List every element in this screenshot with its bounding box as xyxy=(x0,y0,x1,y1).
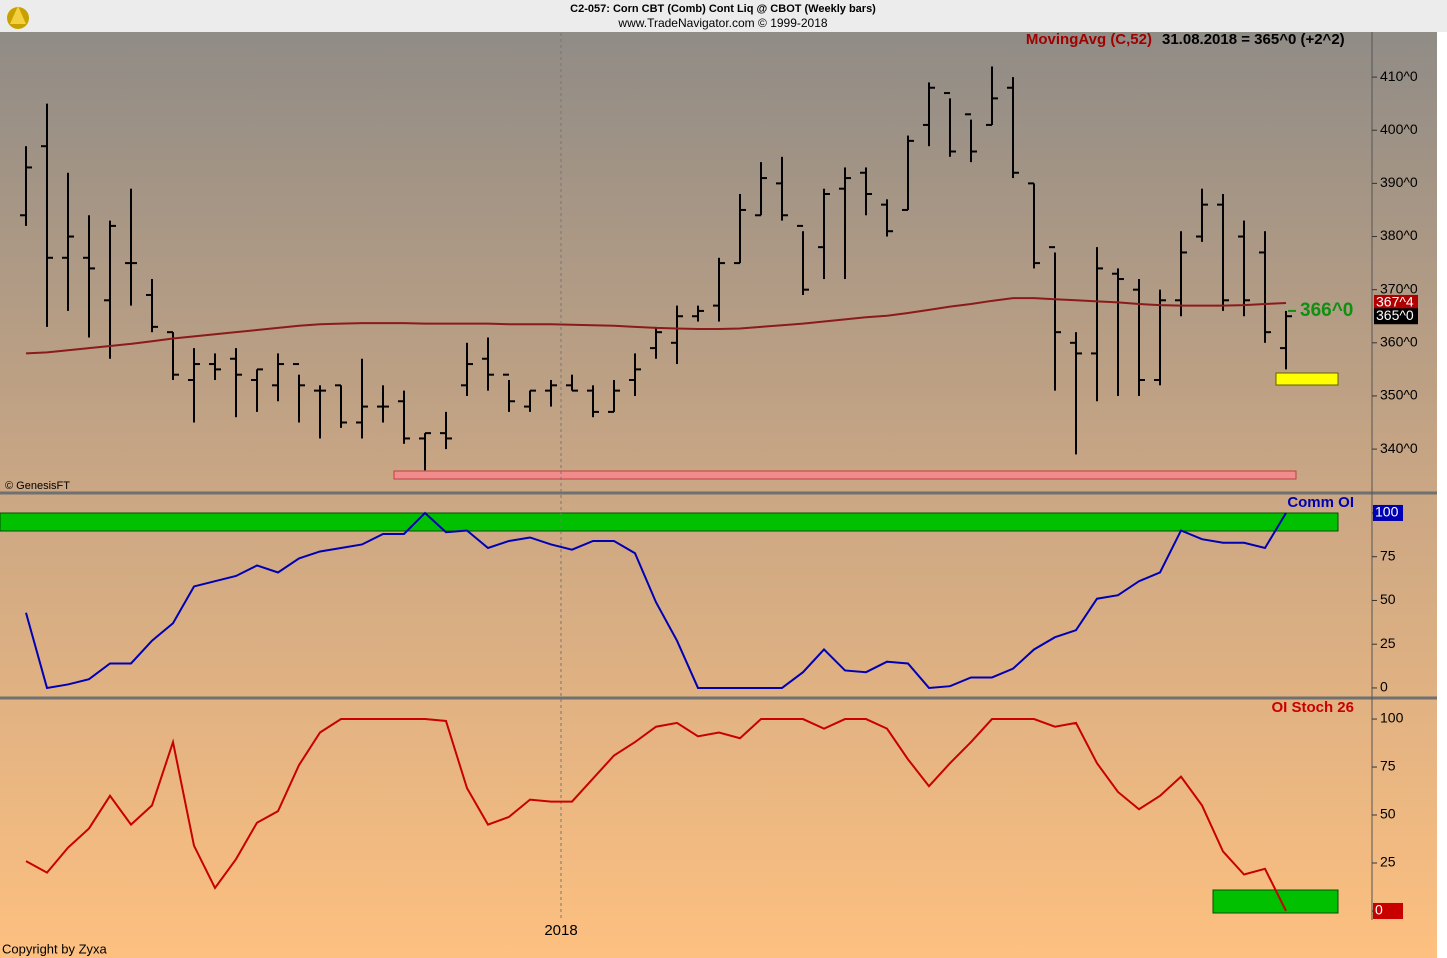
y-tick-label: 100 xyxy=(1380,710,1404,726)
target-zone xyxy=(1275,372,1339,386)
series-line xyxy=(25,297,1287,355)
y-tick-label: 350^0 xyxy=(1380,387,1418,403)
y-tick-label: 410^0 xyxy=(1380,68,1418,84)
chart-subtitle: www.TradeNavigator.com © 1999-2018 xyxy=(617,16,827,30)
legend-entry: Comm OI xyxy=(1287,494,1354,511)
y-tick-label: 25 xyxy=(1380,635,1396,651)
copyright: Copyright by Zyxa xyxy=(2,941,108,956)
marker-label: 366^0 xyxy=(1300,300,1353,321)
stoch-low-zone xyxy=(1212,889,1339,914)
legend-entry: MovingAvg (C,52) xyxy=(1026,31,1152,48)
y-tick-label: 400^0 xyxy=(1380,121,1418,137)
y-tick-label: 25 xyxy=(1380,854,1396,870)
series-line xyxy=(25,718,1287,912)
right-margin xyxy=(1437,32,1447,958)
annotation: 31.08.2018 = 365^0 (+2^2) xyxy=(1162,31,1345,48)
last-value-label: 100 xyxy=(1375,504,1399,520)
y-tick-label: 50 xyxy=(1380,806,1396,822)
series-line xyxy=(25,511,1287,690)
source: © GenesisFT xyxy=(5,480,70,492)
y-tick-label: 340^0 xyxy=(1380,440,1418,456)
last-value-box xyxy=(1374,308,1418,325)
y-tick-label: 75 xyxy=(1380,547,1396,563)
legend-entry: OI Stoch 26 xyxy=(1271,699,1354,716)
y-tick-label: 370^0 xyxy=(1380,280,1418,296)
last-value-label: 0 xyxy=(1375,902,1383,918)
last-value-label: 367^4 xyxy=(1376,294,1414,310)
last-value-box xyxy=(1374,294,1418,311)
header xyxy=(0,0,1447,32)
y-tick-label: 0 xyxy=(1380,679,1388,695)
last-value-label: 365^0 xyxy=(1376,307,1414,323)
y-tick-label: 50 xyxy=(1380,591,1396,607)
chart-title: C2-057: Corn CBT (Comb) Cont Liq @ CBOT … xyxy=(570,3,876,15)
last-value-box xyxy=(1373,902,1403,919)
logo xyxy=(7,6,29,29)
x-tick-label: 2018 xyxy=(544,922,577,939)
y-tick-label: 75 xyxy=(1380,758,1396,774)
last-value-box xyxy=(1373,504,1403,521)
y-tick-label: 390^0 xyxy=(1380,174,1418,190)
y-tick-label: 360^0 xyxy=(1380,334,1418,350)
support-zone xyxy=(393,470,1297,480)
oi-high-zone xyxy=(0,512,1339,532)
y-tick-label: 380^0 xyxy=(1380,227,1418,243)
